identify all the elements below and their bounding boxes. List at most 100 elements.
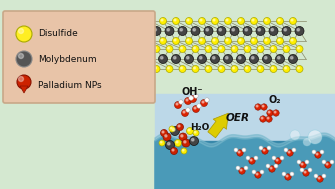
Circle shape [256, 105, 258, 107]
Circle shape [179, 46, 186, 53]
Circle shape [261, 117, 263, 119]
Circle shape [165, 26, 174, 36]
Circle shape [161, 19, 163, 21]
Circle shape [191, 97, 193, 99]
Circle shape [31, 19, 33, 21]
Circle shape [170, 127, 172, 129]
Circle shape [62, 66, 69, 73]
Circle shape [88, 46, 95, 53]
Circle shape [243, 149, 244, 150]
Polygon shape [155, 133, 335, 147]
Circle shape [76, 67, 78, 69]
Circle shape [75, 46, 82, 53]
Circle shape [109, 19, 111, 21]
Circle shape [192, 66, 199, 73]
Circle shape [262, 148, 268, 154]
Circle shape [272, 47, 273, 49]
Circle shape [199, 37, 205, 44]
Circle shape [274, 111, 276, 113]
Circle shape [283, 173, 284, 174]
Circle shape [128, 29, 131, 31]
Circle shape [242, 148, 246, 152]
Circle shape [186, 37, 193, 44]
Circle shape [94, 18, 102, 25]
Circle shape [190, 95, 197, 102]
Circle shape [16, 26, 32, 42]
Circle shape [276, 37, 283, 44]
Circle shape [317, 176, 323, 182]
Circle shape [251, 37, 258, 44]
Circle shape [270, 46, 277, 53]
Circle shape [187, 19, 189, 21]
Circle shape [326, 163, 328, 165]
Circle shape [231, 46, 238, 53]
Circle shape [179, 100, 183, 104]
Circle shape [187, 39, 189, 41]
Circle shape [255, 104, 261, 110]
Circle shape [285, 149, 286, 150]
Circle shape [239, 57, 241, 59]
Circle shape [212, 57, 215, 59]
Circle shape [185, 54, 194, 64]
Circle shape [278, 39, 280, 41]
Circle shape [268, 111, 270, 113]
Circle shape [316, 153, 318, 155]
Circle shape [154, 67, 156, 69]
Circle shape [44, 57, 46, 59]
FancyArrowPatch shape [208, 113, 228, 138]
Circle shape [219, 67, 221, 69]
Circle shape [273, 110, 279, 116]
Circle shape [127, 66, 134, 73]
Circle shape [237, 54, 246, 64]
Circle shape [70, 19, 72, 21]
Circle shape [296, 66, 303, 73]
Circle shape [36, 66, 43, 73]
Circle shape [165, 135, 167, 137]
Circle shape [175, 101, 182, 108]
Circle shape [282, 172, 286, 176]
Circle shape [57, 19, 59, 21]
Circle shape [245, 167, 246, 168]
Circle shape [194, 67, 196, 69]
Circle shape [230, 26, 239, 36]
Circle shape [322, 160, 326, 164]
Circle shape [163, 133, 171, 141]
Circle shape [267, 117, 269, 119]
Circle shape [219, 47, 221, 49]
Circle shape [291, 173, 292, 174]
Circle shape [238, 18, 245, 25]
Circle shape [62, 46, 69, 53]
Circle shape [237, 167, 238, 168]
Circle shape [297, 47, 299, 49]
Circle shape [174, 57, 176, 59]
Circle shape [254, 156, 258, 160]
Circle shape [148, 39, 150, 41]
Circle shape [260, 116, 266, 122]
Circle shape [289, 18, 296, 25]
Circle shape [42, 54, 51, 64]
Circle shape [298, 161, 299, 162]
Circle shape [263, 54, 271, 64]
Circle shape [289, 37, 296, 44]
Circle shape [270, 167, 272, 169]
Circle shape [297, 160, 301, 164]
Circle shape [264, 18, 270, 25]
Circle shape [147, 57, 150, 59]
Circle shape [325, 162, 331, 168]
Circle shape [284, 47, 286, 49]
Circle shape [206, 99, 207, 100]
Bar [155, 94, 335, 189]
Circle shape [252, 19, 254, 21]
Circle shape [197, 104, 201, 108]
Circle shape [193, 29, 196, 31]
Circle shape [288, 54, 297, 64]
Circle shape [315, 152, 321, 158]
Circle shape [284, 29, 286, 31]
Circle shape [114, 66, 121, 73]
Circle shape [276, 159, 278, 161]
Circle shape [174, 19, 176, 21]
Circle shape [295, 26, 304, 36]
Circle shape [180, 101, 181, 102]
Circle shape [198, 105, 199, 106]
Circle shape [43, 18, 50, 25]
